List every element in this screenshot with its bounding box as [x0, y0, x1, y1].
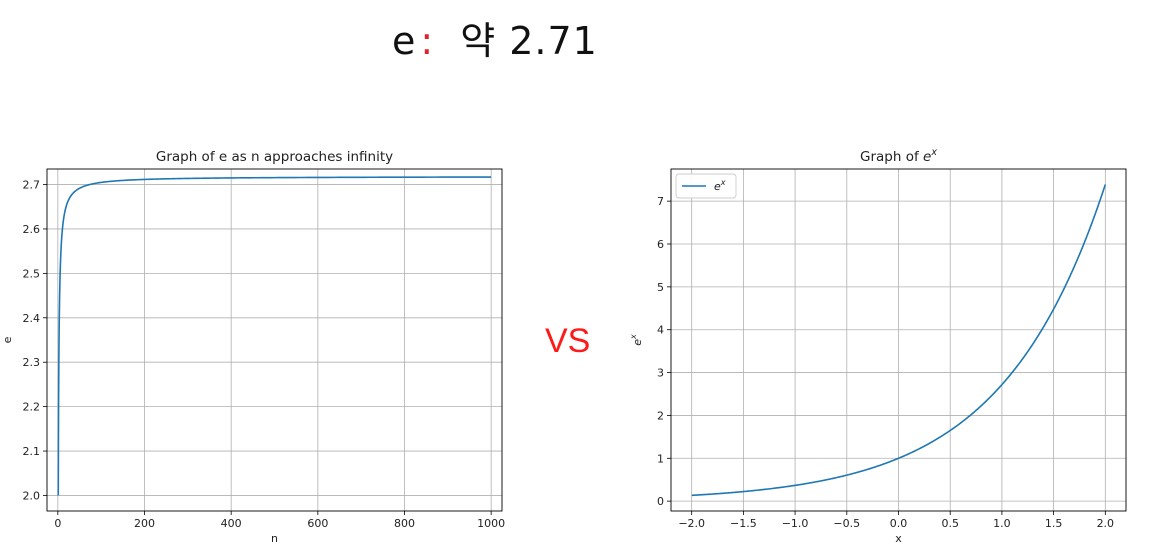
x-tick-label: 1.0	[993, 517, 1011, 530]
x-tick-label: 800	[394, 517, 415, 530]
y-tick-label: 2.3	[23, 356, 41, 369]
x-tick-label: 2.0	[1097, 517, 1115, 530]
series-line	[57, 176, 492, 496]
legend: ex	[675, 173, 737, 199]
chart-title: Graph of ex	[860, 147, 937, 165]
x-tick-label: 1000	[477, 517, 505, 530]
chart-e-limit: 0 200 400 600 800 1000 2.0 2.1 2.2 2.3 2.4 2.5 2.6 2.…	[1, 149, 505, 545]
x-tick-label: −1.0	[782, 517, 809, 530]
y-tick-label: 2.7	[23, 179, 41, 192]
y-tick-label: 0	[657, 495, 664, 508]
y-tick-label: 1	[657, 452, 664, 465]
y-tick-label: 2.1	[23, 445, 41, 458]
page-headline: e: 약 2.71	[392, 10, 598, 63]
y-axis-label: ex	[629, 334, 644, 346]
x-tick-label: 200	[134, 517, 155, 530]
headline-symbol: e	[392, 19, 417, 63]
y-tick-label: 2.0	[23, 489, 41, 502]
y-tick-label: 2.2	[23, 401, 41, 414]
y-tick-label: 7	[657, 195, 664, 208]
x-tick-label: −0.5	[833, 517, 860, 530]
x-tick-label: 1.5	[1045, 517, 1063, 530]
x-tick-label: 0.5	[941, 517, 959, 530]
x-tick-label: −1.5	[730, 517, 757, 530]
plot-frame	[46, 168, 503, 512]
x-axis-label: x	[895, 532, 902, 545]
x-axis-label: n	[271, 532, 278, 545]
headline-colon: :	[420, 19, 435, 63]
y-axis-label: e	[1, 336, 14, 343]
y-tick-label: 3	[657, 367, 664, 380]
x-tick-label: 0	[54, 517, 61, 530]
y-tick-label: 2.6	[23, 223, 41, 236]
headline-approx-text: 약 2.71	[460, 19, 598, 63]
legend-label: ex	[714, 178, 726, 193]
vs-label: VS	[545, 322, 591, 360]
x-tick-label: 600	[307, 517, 328, 530]
y-tick-label: 4	[657, 324, 664, 337]
y-tick-label: 5	[657, 281, 664, 294]
y-tick-label: 2.5	[23, 267, 41, 280]
x-tick-label: 0.0	[890, 517, 908, 530]
chart-title: Graph of e as n approaches infinity	[156, 149, 393, 165]
x-tick-label: 400	[221, 517, 242, 530]
series-line	[691, 184, 1107, 497]
y-tick-label: 2	[657, 409, 664, 422]
y-tick-label: 6	[657, 238, 664, 251]
x-tick-label: −2.0	[678, 517, 705, 530]
y-tick-label: 2.4	[23, 312, 41, 325]
